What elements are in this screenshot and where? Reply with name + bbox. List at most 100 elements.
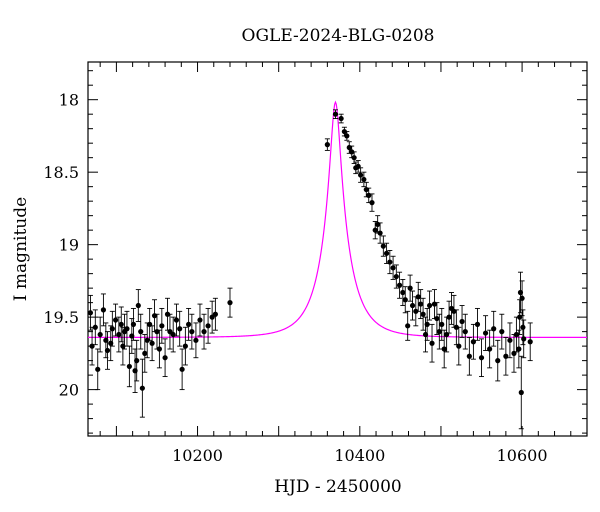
data-point	[409, 290, 416, 321]
model-curve	[88, 100, 587, 338]
data-point	[170, 316, 176, 353]
data-point	[167, 313, 173, 350]
data-point	[451, 294, 457, 328]
data-point	[147, 307, 153, 341]
data-point	[387, 249, 393, 275]
data-point	[193, 322, 199, 359]
point-marker	[212, 311, 218, 317]
data-point	[173, 303, 180, 337]
data-point	[516, 329, 522, 369]
data-point	[439, 307, 445, 341]
point-marker	[487, 346, 493, 352]
data-point	[205, 307, 211, 344]
point-marker	[415, 294, 421, 300]
point-marker	[205, 323, 211, 329]
point-marker	[380, 243, 386, 249]
point-marker	[424, 321, 430, 327]
data-point	[351, 151, 357, 164]
x-tick-label: 10400	[334, 446, 385, 465]
point-marker	[130, 321, 137, 327]
point-marker	[459, 318, 465, 325]
point-marker	[521, 336, 527, 342]
data-point	[434, 302, 440, 335]
point-marker	[418, 301, 424, 307]
data-point	[197, 303, 203, 337]
point-marker	[142, 350, 148, 356]
data-point	[186, 307, 192, 341]
point-marker	[495, 358, 501, 364]
data-point	[361, 171, 367, 188]
point-marker	[446, 314, 452, 320]
point-marker	[139, 385, 145, 391]
point-marker	[135, 302, 141, 309]
data-point	[201, 313, 207, 350]
y-tick-label: 18	[59, 91, 79, 110]
data-point	[470, 323, 477, 360]
point-marker	[396, 282, 403, 288]
data-point	[369, 193, 375, 212]
point-marker	[420, 311, 426, 317]
data-point	[456, 326, 462, 366]
data-point	[135, 289, 141, 322]
data-point	[459, 305, 465, 338]
tick-labels: 10200 10400 10600 18 18.5 19 19.5 20	[43, 91, 547, 465]
data-point	[138, 313, 144, 350]
point-marker	[434, 315, 440, 322]
point-marker	[470, 339, 477, 345]
point-marker	[338, 115, 344, 122]
data-point	[344, 131, 350, 141]
point-marker	[124, 326, 130, 332]
data-point	[355, 160, 361, 173]
data-point	[212, 297, 218, 331]
point-marker	[482, 330, 489, 336]
point-marker	[429, 340, 435, 346]
point-marker	[104, 347, 111, 354]
point-marker	[402, 297, 408, 303]
point-marker	[390, 265, 396, 271]
data-point	[495, 339, 501, 382]
plot-frame	[87, 61, 588, 437]
data-point	[149, 325, 155, 362]
point-marker	[474, 321, 481, 327]
point-marker	[516, 346, 522, 352]
data-point	[429, 323, 435, 363]
point-marker	[173, 317, 180, 323]
data-point	[100, 293, 107, 327]
data-point	[396, 271, 403, 299]
data-point	[415, 281, 421, 312]
point-marker	[177, 326, 183, 332]
point-marker	[149, 340, 155, 346]
y-tick-label: 18.5	[43, 163, 79, 182]
x-tick-label: 10200	[172, 446, 223, 465]
axis-ticks	[88, 62, 588, 436]
plot-area	[87, 61, 588, 437]
point-marker	[112, 317, 119, 323]
data-point	[377, 222, 383, 244]
point-marker	[441, 346, 447, 352]
data-point	[520, 309, 526, 346]
point-marker	[324, 142, 330, 148]
data-point	[503, 336, 509, 376]
point-marker	[92, 324, 98, 330]
point-marker	[369, 200, 375, 206]
point-marker	[227, 300, 233, 306]
data-point	[162, 338, 168, 378]
data-point	[182, 326, 188, 366]
data-point	[89, 326, 95, 366]
point-marker	[503, 353, 509, 359]
chart-title: OGLE-2024-BLG-0208	[242, 26, 435, 46]
point-marker	[377, 230, 383, 236]
point-marker	[156, 346, 163, 352]
point-marker	[97, 331, 103, 338]
data-point	[446, 300, 452, 334]
point-marker	[513, 331, 520, 338]
data-point	[126, 345, 132, 388]
y-tick-label: 19	[59, 236, 79, 255]
data-point	[118, 306, 124, 343]
data-point	[462, 313, 468, 350]
data-point	[177, 310, 183, 347]
point-marker	[407, 285, 413, 291]
data-point	[418, 289, 424, 320]
point-marker	[478, 355, 485, 361]
